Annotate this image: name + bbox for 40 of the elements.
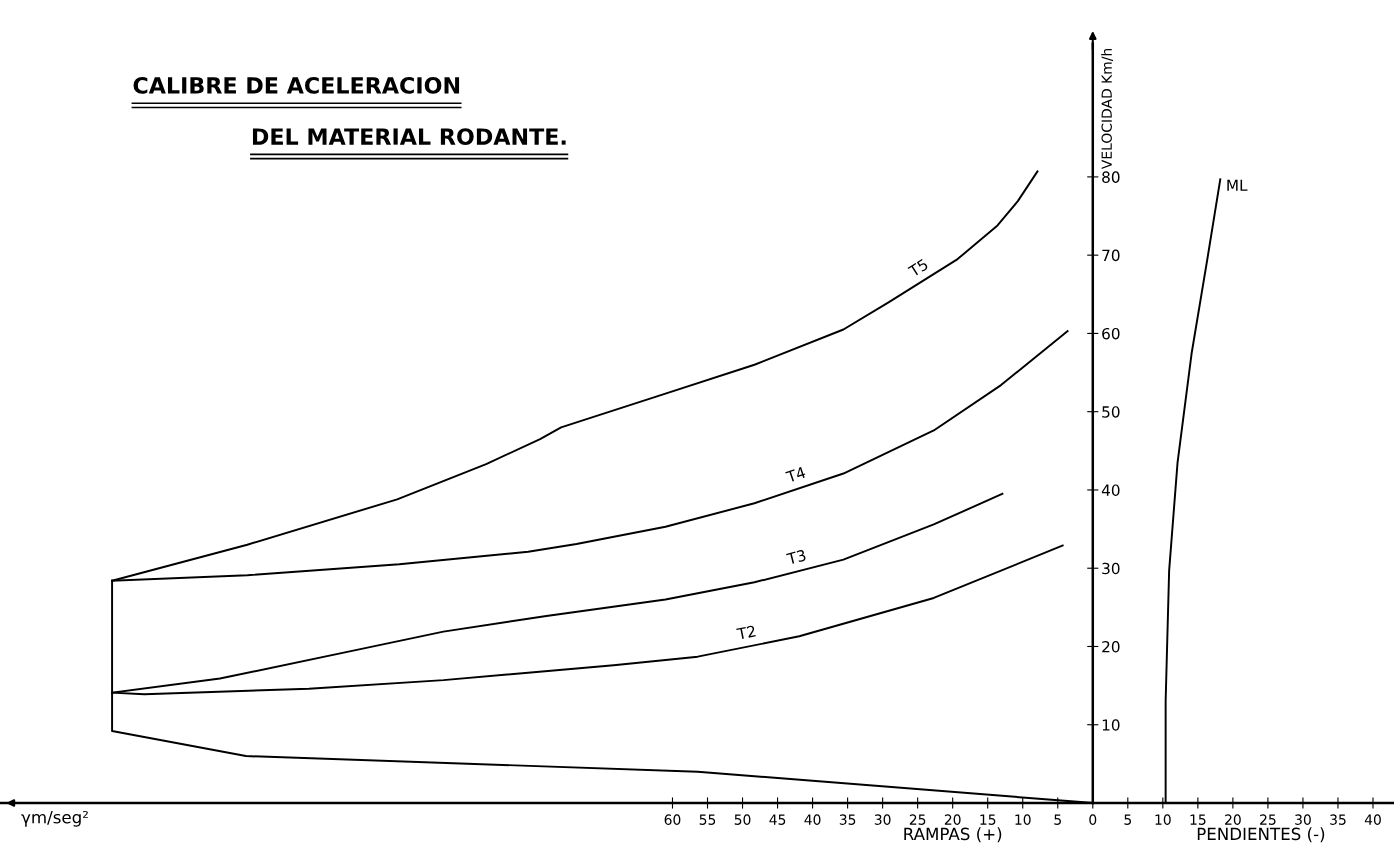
x-tick-label: 45 — [769, 814, 786, 825]
y-tick-label: 40 — [1101, 484, 1120, 496]
x-tick-label: 10 — [1015, 814, 1031, 825]
x-tick-label: 40 — [804, 814, 821, 825]
x-tick-label: 25 — [1260, 814, 1276, 825]
x-tick-label: 5 — [1124, 814, 1132, 825]
x-tick-label: 30 — [874, 814, 891, 825]
x-tick-label: 20 — [944, 814, 961, 825]
text: T5 — [907, 258, 929, 278]
x-tick-label: 15 — [980, 814, 996, 825]
x-tick-label: 55 — [699, 814, 716, 825]
text: PENDIENTES (-) — [1197, 827, 1325, 843]
x-tick-label: 20 — [1225, 814, 1241, 825]
y-tick-label: 30 — [1102, 562, 1120, 575]
y-tick-label: 60 — [1102, 327, 1120, 340]
x-tick-label: 40 — [1364, 814, 1381, 825]
series-label: ML — [1227, 179, 1248, 191]
y-tick-label: 10 — [1102, 719, 1120, 731]
x-tick-label: 25 — [909, 814, 926, 825]
text: CALIBRE DE ACELERACION — [133, 76, 460, 94]
y-axis-title: VELOCIDAD Km/h — [1101, 48, 1114, 170]
x-tick-label: 30 — [1295, 814, 1311, 825]
text: T2 — [736, 625, 756, 640]
y-tick-label: 80 — [1102, 171, 1120, 183]
y-tick-label: 50 — [1102, 406, 1120, 418]
x-tick-label: 10 — [1155, 814, 1171, 825]
x-tick-label: 60 — [664, 814, 681, 825]
x-tick-label: 35 — [1330, 814, 1346, 825]
x-axis-title: RAMPAS (+) — [904, 827, 1002, 843]
x-tick-label: 5 — [1054, 814, 1061, 825]
text: T3 — [786, 549, 807, 565]
text: T4 — [785, 466, 807, 483]
x-tick-label: 35 — [839, 814, 856, 825]
text: γm/seg² — [21, 810, 88, 827]
x-tick-label: 0 — [1089, 814, 1097, 825]
text: DEL MATERIAL RODANTE. — [252, 128, 566, 145]
y-tick-label: 70 — [1102, 249, 1120, 262]
y-tick-label: 20 — [1102, 640, 1120, 653]
x-tick-label: 15 — [1190, 814, 1206, 825]
x-tick-label: 50 — [734, 814, 751, 825]
